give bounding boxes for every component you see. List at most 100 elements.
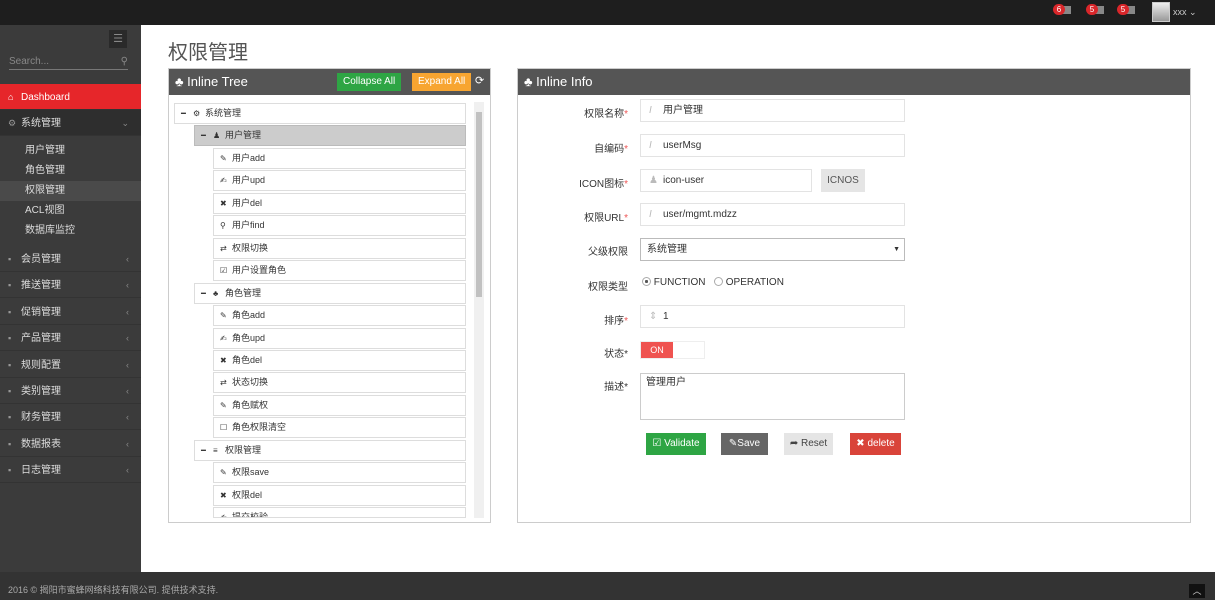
tree-node[interactable]: ✎ 用户add bbox=[213, 147, 466, 169]
icon-input[interactable]: ♟ icon-user bbox=[640, 169, 812, 192]
sidebar-item-group[interactable]: ▪ 推送管理 ‹ bbox=[0, 272, 141, 299]
save-button[interactable]: ✎Save bbox=[721, 433, 768, 455]
tree-node[interactable]: ✖ 角色del bbox=[213, 349, 466, 371]
tree-node[interactable]: ✍ 角色upd bbox=[213, 327, 466, 349]
sort-icon: ⇕ bbox=[649, 311, 658, 322]
expand-all-button[interactable]: Expand All bbox=[412, 73, 472, 91]
reset-button[interactable]: ➦ Reset bbox=[784, 433, 833, 455]
type-radio-operation[interactable]: OPERATION bbox=[714, 277, 784, 288]
icnos-button[interactable]: ICNOS bbox=[821, 169, 865, 192]
tree-node[interactable]: ━ ♟ 用户管理 bbox=[194, 125, 466, 147]
minus-icon[interactable]: ━ bbox=[201, 288, 206, 298]
delete-button[interactable]: ✖ delete bbox=[850, 433, 901, 455]
page-title: 权限管理 bbox=[168, 42, 248, 64]
status-toggle[interactable]: ON bbox=[640, 341, 705, 359]
sidebar-item-group[interactable]: ▪ 类别管理 ‹ bbox=[0, 378, 141, 404]
check-square-icon: ☑ bbox=[220, 266, 228, 276]
sidebar-sub-permission[interactable]: 权限管理 bbox=[0, 181, 141, 201]
chevron-left-icon: ‹ bbox=[126, 438, 129, 449]
tree-node[interactable]: ☐ 角色权限清空 bbox=[213, 417, 466, 439]
search-icon[interactable]: ⚲ bbox=[120, 56, 128, 67]
minus-icon[interactable]: ━ bbox=[181, 109, 186, 118]
tasks-icon[interactable] bbox=[1126, 6, 1135, 14]
search-input[interactable]: Search... ⚲ bbox=[9, 56, 128, 70]
tree-node-label: 权限del bbox=[232, 489, 263, 500]
tree-node[interactable]: ✖ 权限del bbox=[213, 484, 466, 506]
sidebar-item-group[interactable]: ▪ 日志管理 ‹ bbox=[0, 457, 141, 484]
chevron-left-icon: ‹ bbox=[126, 386, 129, 396]
collapse-all-button[interactable]: Collapse All bbox=[337, 73, 402, 91]
name-label: 权限名称* bbox=[584, 109, 628, 120]
scrollbar-thumb[interactable] bbox=[476, 112, 482, 297]
username: xxx bbox=[1173, 7, 1187, 17]
tree-node-label: 权限save bbox=[232, 467, 270, 478]
sidebar-item-label: 类别管理 bbox=[21, 386, 61, 397]
chevron-left-icon: ‹ bbox=[126, 306, 129, 317]
tree-node[interactable]: ⇄ 状态切换 bbox=[213, 372, 466, 394]
sidebar-item-label: 系统管理 bbox=[21, 118, 61, 129]
tree-node-label: 角色upd bbox=[232, 332, 266, 343]
sidebar-sub-user[interactable]: 用户管理 bbox=[25, 145, 65, 156]
sidebar-item-system[interactable]: ⚙ 系统管理 ⌄ bbox=[0, 110, 141, 136]
user-menu[interactable]: xxx ⌄ bbox=[1173, 7, 1197, 18]
name-input[interactable]: I 用户管理 bbox=[640, 99, 905, 122]
order-label: 排序* bbox=[604, 316, 628, 327]
refresh-icon[interactable]: ⟳ bbox=[475, 75, 485, 87]
validate-button[interactable]: ☑ Validate bbox=[646, 433, 706, 455]
tree-scrollbar[interactable] bbox=[474, 102, 484, 518]
sidebar-item-label: Dashboard bbox=[21, 92, 70, 103]
info-panel-header: ♣ Inline Info bbox=[518, 69, 1190, 95]
pencil-icon: ✎ bbox=[220, 400, 227, 410]
sidebar-item-group[interactable]: ▪ 数据报表 ‹ bbox=[0, 431, 141, 457]
order-input[interactable]: ⇕ 1 bbox=[640, 305, 905, 328]
tree-node[interactable]: ━ ≡ 权限管理 bbox=[194, 439, 466, 461]
tree-node-label: 用户设置角色 bbox=[232, 265, 287, 276]
scroll-top-button[interactable]: ︿ bbox=[1189, 584, 1205, 598]
text-cursor-icon: I bbox=[649, 105, 652, 116]
type-radio-function[interactable]: FUNCTION bbox=[642, 277, 705, 288]
sidebar: ☰ Search... ⚲ ⌂ Dashboard ⚙ 系统管理 ⌄ 用户管理 角色管理… bbox=[0, 25, 141, 572]
sidebar-item-group[interactable]: ▪ 财务管理 ‹ bbox=[0, 404, 141, 431]
inbox-icon[interactable] bbox=[1095, 6, 1104, 14]
tree-node[interactable]: ━ ♣ 角色管理 bbox=[194, 282, 466, 304]
tree-node[interactable]: ⚲ 用户find bbox=[213, 215, 466, 237]
tree-node[interactable]: ✎ 权限save bbox=[213, 462, 466, 484]
tree-node[interactable]: ✎ 角色add bbox=[213, 305, 466, 327]
tree-node-label: 用户upd bbox=[232, 175, 266, 186]
tree-node[interactable]: ⇄ 权限切换 bbox=[213, 237, 466, 259]
sidebar-item-group[interactable]: ▪ 会员管理 ‹ bbox=[0, 246, 141, 272]
sidebar-item-group[interactable]: ▪ 促销管理 ‹ bbox=[0, 299, 141, 325]
notification-icon[interactable] bbox=[1062, 6, 1071, 14]
avatar[interactable] bbox=[1152, 2, 1170, 22]
tree-node[interactable]: ✖ 用户del bbox=[213, 192, 466, 214]
tree-node[interactable]: ☑ 用户设置角色 bbox=[213, 260, 466, 282]
parent-select[interactable]: 系统管理 ▼ bbox=[640, 238, 905, 261]
tree-node[interactable]: ✍ 提交校验 bbox=[213, 507, 466, 518]
desc-textarea[interactable]: 管理用户 bbox=[640, 373, 905, 420]
sidebar-sub-db[interactable]: 数据库监控 bbox=[25, 225, 75, 236]
status-on: ON bbox=[641, 342, 673, 358]
tag-icon: ▪ bbox=[8, 306, 12, 317]
check-square-icon: ☑ bbox=[652, 438, 662, 449]
product-icon: ▪ bbox=[8, 333, 12, 344]
sidebar-sub-role[interactable]: 角色管理 bbox=[25, 165, 65, 176]
tree-node[interactable]: ━ ⚙ 系统管理 bbox=[174, 103, 466, 124]
times-icon: ✖ bbox=[220, 198, 227, 208]
code-label: 自编码* bbox=[594, 144, 628, 155]
minus-icon[interactable]: ━ bbox=[201, 445, 206, 455]
sidebar-item-dashboard[interactable]: ⌂ Dashboard bbox=[0, 84, 141, 110]
user-icon: ▪ bbox=[8, 254, 12, 264]
tree-node[interactable]: ✍ 用户upd bbox=[213, 170, 466, 192]
push-icon: ▪ bbox=[8, 280, 12, 291]
minus-icon[interactable]: ━ bbox=[201, 131, 206, 141]
sidebar-item-group[interactable]: ▪ 产品管理 ‹ bbox=[0, 325, 141, 352]
bars-icon: ▪ bbox=[8, 386, 12, 396]
sidebar-item-label: 日志管理 bbox=[21, 465, 61, 477]
tree-node[interactable]: ✎ 角色赋权 bbox=[213, 394, 466, 416]
sidebar-sub-acl[interactable]: ACL视图 bbox=[25, 205, 65, 216]
sidebar-toggle-icon[interactable]: ☰ bbox=[109, 30, 127, 48]
sidebar-item-group[interactable]: ▪ 规则配置 ‹ bbox=[0, 352, 141, 378]
retweet-icon: ⇄ bbox=[220, 378, 227, 388]
